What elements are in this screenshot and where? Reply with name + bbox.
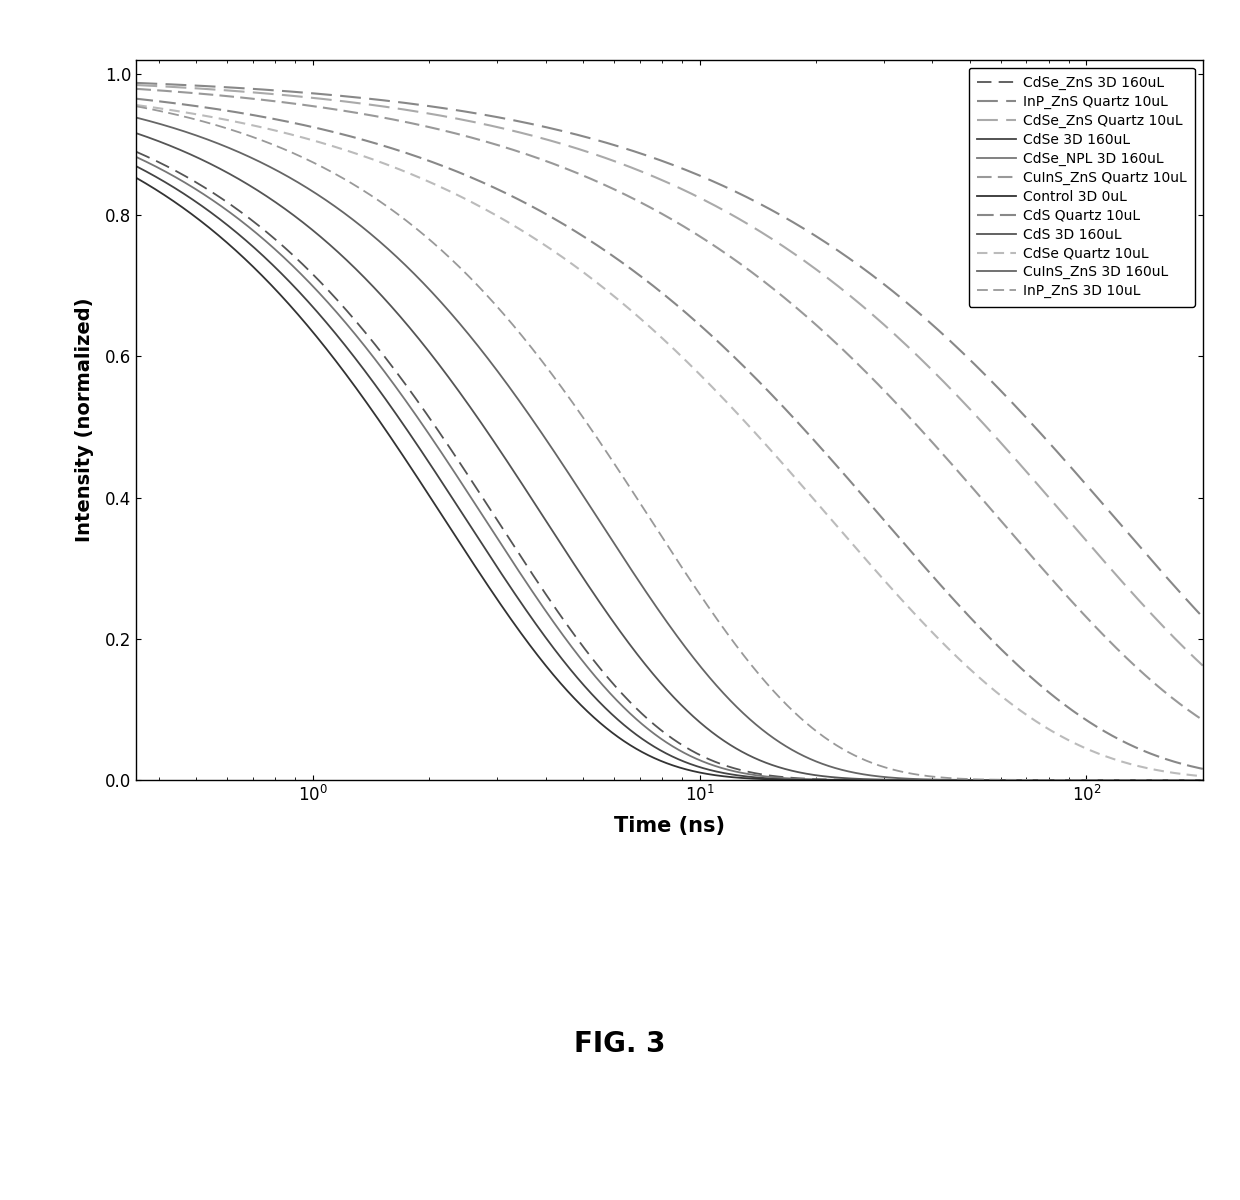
Legend: CdSe_ZnS 3D 160uL, InP_ZnS Quartz 10uL, CdSe_ZnS Quartz 10uL, CdSe 3D 160uL, CdS: CdSe_ZnS 3D 160uL, InP_ZnS Quartz 10uL, … <box>968 67 1195 307</box>
Text: FIG. 3: FIG. 3 <box>574 1030 666 1058</box>
X-axis label: Time (ns): Time (ns) <box>614 816 725 836</box>
Y-axis label: Intensity (normalized): Intensity (normalized) <box>76 298 94 542</box>
